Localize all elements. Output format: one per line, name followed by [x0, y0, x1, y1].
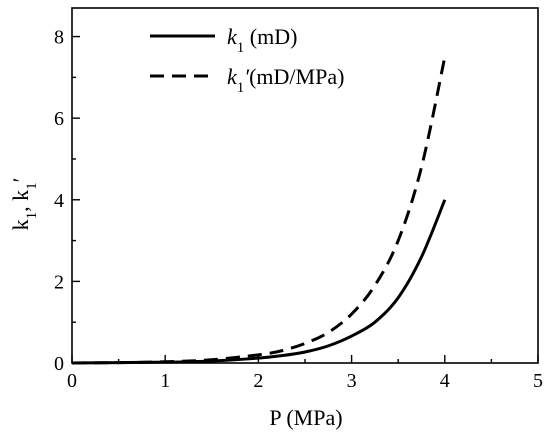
legend-label-series-1: k1 (mD) [227, 24, 297, 56]
series-line-1 [71, 199, 447, 365]
legend-1-sym: k [227, 24, 238, 49]
x-tick-label: 2 [253, 370, 263, 392]
y-axis-title-sub: 1 [24, 212, 40, 220]
x-tick-label: 1 [160, 370, 170, 392]
x-tick-label: 5 [533, 370, 543, 392]
y-axis-title-prime: ′ [8, 178, 33, 183]
y-tick-label: 6 [54, 108, 64, 130]
legend: k1 (mD) k1′(mD/MPa) [150, 24, 344, 96]
y-tick-label: 4 [54, 190, 64, 212]
axes [71, 7, 539, 364]
y-axis-title-k: k [8, 219, 33, 230]
x-axis-title: P (MPa) [269, 405, 342, 430]
series-line-2 [71, 56, 447, 365]
y-axis-title-comma: , [8, 201, 33, 212]
legend-2-prime: ′ [244, 64, 250, 89]
y-axis-title-k2: k [8, 190, 33, 201]
y-axis-title-sub2: 1 [24, 182, 40, 190]
y-tick-label: 0 [54, 353, 64, 375]
legend-1-sub: 1 [237, 40, 245, 56]
x-tick-label: 3 [347, 370, 357, 392]
legend-1-unit: (mD) [244, 24, 297, 49]
legend-label-series-2: k1′(mD/MPa) [227, 64, 344, 96]
y-axis-title: k1, k1′ [8, 178, 40, 231]
legend-2-sub: 1 [237, 80, 245, 96]
y-tick-label: 8 [54, 27, 64, 49]
legend-2-unit: (mD/MPa) [249, 64, 344, 89]
y-tick-label: 2 [54, 271, 64, 293]
x-tick-label: 4 [440, 370, 450, 392]
plot-frame [71, 7, 539, 364]
x-tick-label: 0 [67, 370, 77, 392]
legend-2-sym: k [227, 64, 238, 89]
series [71, 56, 447, 365]
